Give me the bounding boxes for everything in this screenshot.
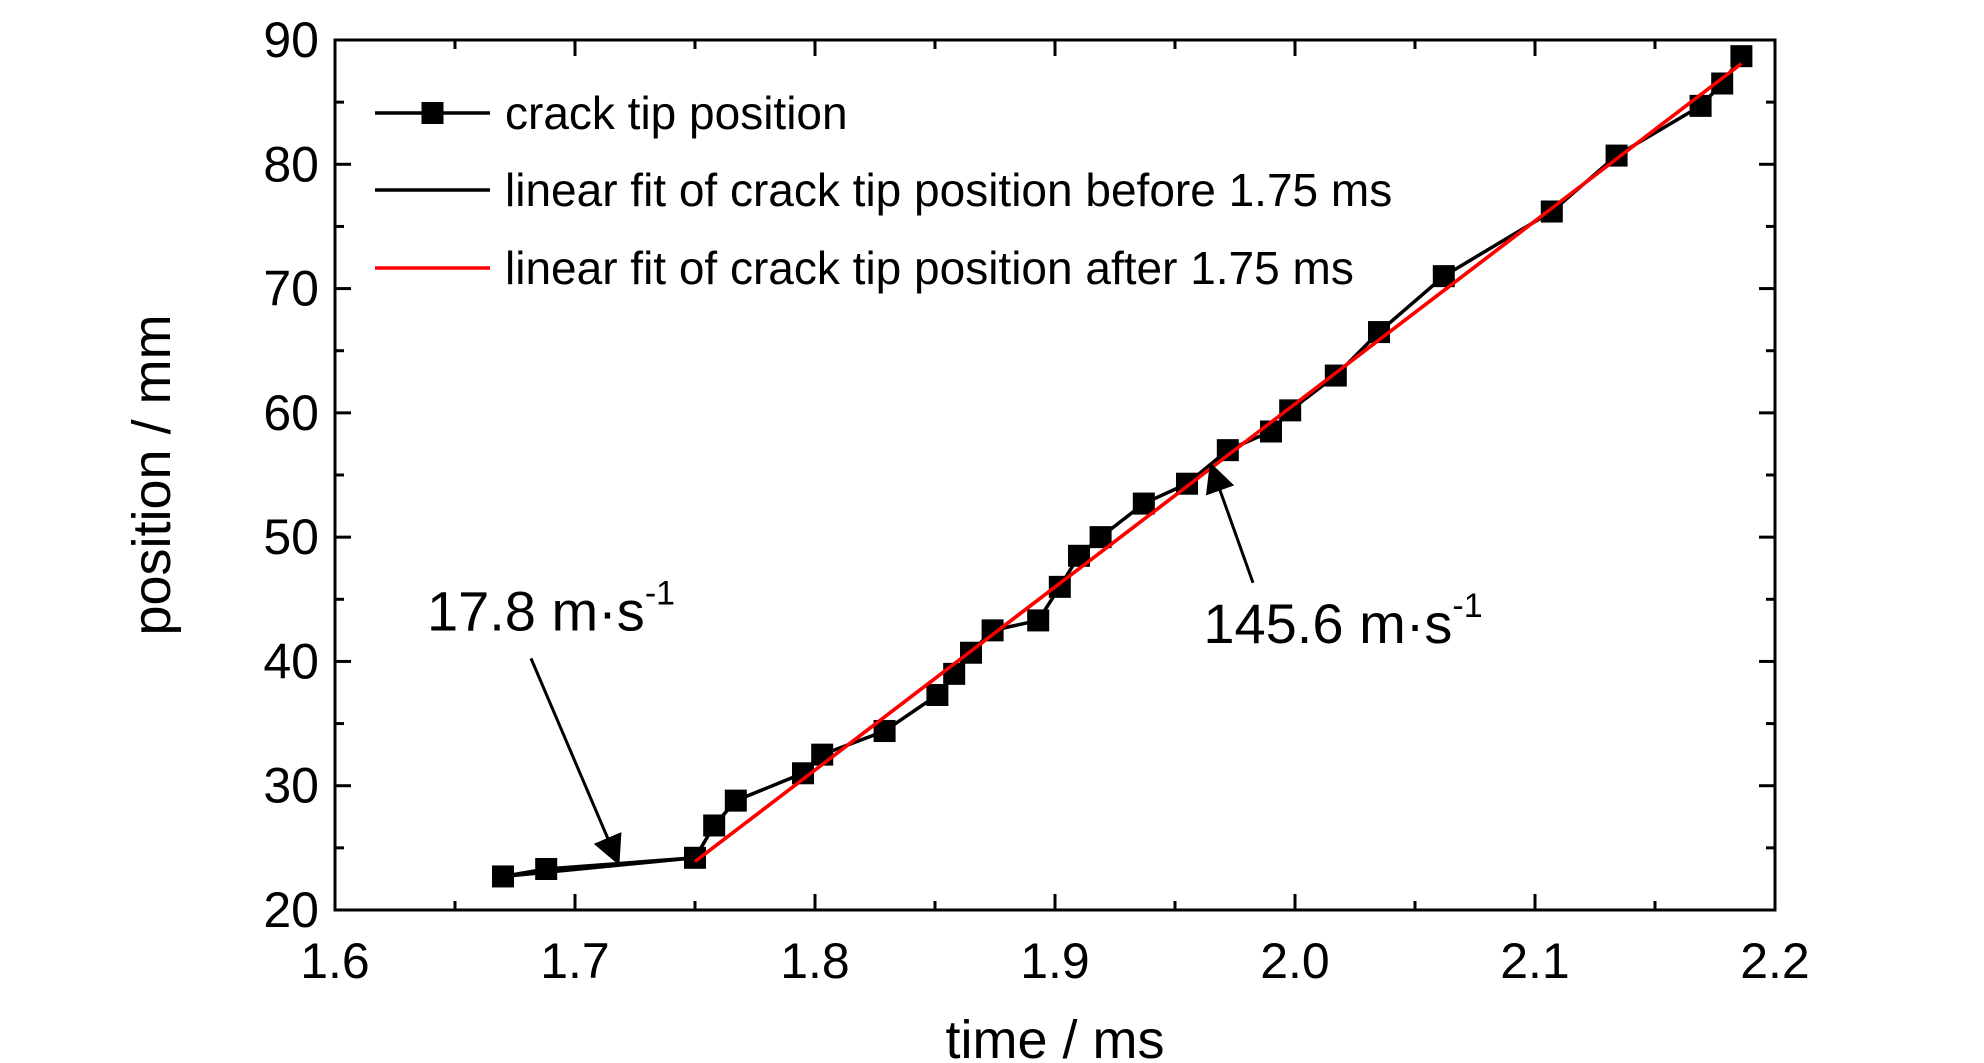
legend-label-0: crack tip position	[505, 87, 848, 139]
data-point	[684, 846, 706, 869]
series-line-1	[502, 856, 696, 879]
y-tick-label: 50	[263, 509, 319, 565]
y-tick-label: 20	[263, 882, 319, 938]
x-tick-label: 2.2	[1740, 933, 1810, 989]
data-point	[792, 762, 814, 785]
legend-marker	[421, 102, 444, 124]
y-tick-label: 30	[263, 758, 319, 814]
data-point	[1068, 544, 1090, 567]
legend-label-2: linear fit of crack tip position after 1…	[505, 242, 1354, 294]
x-tick-label: 1.8	[780, 933, 850, 989]
data-point	[1089, 526, 1112, 549]
y-tick-label: 60	[263, 385, 319, 441]
data-point	[492, 865, 514, 888]
data-point	[981, 619, 1004, 642]
data-point	[1132, 492, 1155, 515]
y-axis-title: position / mm	[122, 314, 182, 635]
data-point	[1711, 72, 1734, 95]
data-point	[703, 814, 726, 837]
x-tick-label: 1.7	[540, 933, 610, 989]
x-tick-label: 1.6	[300, 933, 370, 989]
y-tick-label: 80	[263, 136, 319, 192]
data-point	[873, 720, 896, 743]
axis-ticks	[333, 38, 1777, 912]
annotation-label-0: 17.8 m·s-1	[427, 574, 675, 642]
data-point	[1689, 94, 1712, 117]
x-axis-title: time / ms	[945, 1010, 1164, 1063]
legend-label-1: linear fit of crack tip position before …	[505, 164, 1392, 216]
data-point	[926, 683, 949, 706]
data-point	[535, 857, 558, 880]
x-tick-label: 1.9	[1020, 933, 1090, 989]
data-point	[1730, 45, 1753, 68]
data-point	[1216, 439, 1239, 462]
annotation-arrow-0	[529, 657, 622, 866]
annotations: 17.8 m·s-1 145.6 m·s-1	[427, 462, 1483, 866]
x-tick-label: 2.1	[1500, 933, 1570, 989]
y-tick-label: 40	[263, 633, 319, 689]
y-tick-label: 90	[263, 12, 319, 68]
data-point	[1432, 265, 1455, 288]
data-point	[943, 662, 966, 685]
x-tick-label: 2.0	[1260, 933, 1330, 989]
tick-labels: 1.6 1.7 1.8 1.9 2.0 2.1 2.2 20 30 40 50 60 70 80 90	[263, 12, 1809, 989]
legend: crack tip position linear fit of crack ti…	[375, 87, 1392, 294]
data-point	[724, 789, 747, 812]
annotation-label-1: 145.6 m·s-1	[1203, 587, 1482, 655]
data-point	[1027, 609, 1050, 632]
y-tick-label: 70	[263, 261, 319, 317]
annotation-arrow-1	[1205, 462, 1255, 584]
